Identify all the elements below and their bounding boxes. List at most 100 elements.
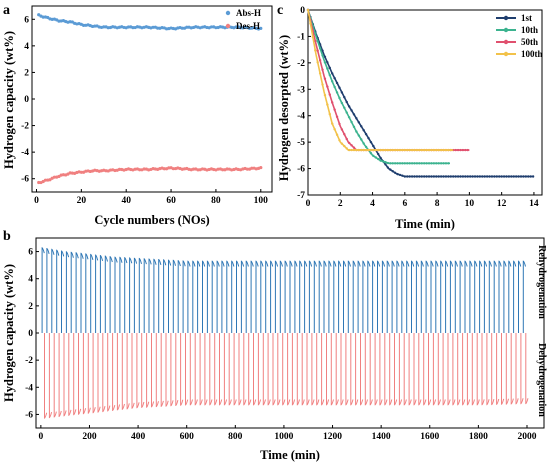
b-absorption-spike [362,260,366,333]
b-desorption-spike [209,333,213,406]
b-absorption-spike [372,260,376,333]
c-xtick-label: 12 [497,199,507,209]
b-absorption-spike [377,260,381,333]
b-absorption-spike [508,260,512,333]
a-point-abs [102,25,106,29]
c-point-50th [350,144,353,147]
b-absorption-spike [323,260,327,333]
c-point-10th [333,85,336,89]
c-point-1st [522,175,525,178]
c-point-100th [343,144,346,148]
b-desorption-spike [403,333,407,406]
legend-marker-50th [503,39,509,45]
b-desorption-spike [520,333,524,405]
b-absorption-spike [425,260,429,333]
c-point-1st [483,175,486,178]
a-ytick-label: -4 [21,148,29,158]
c-point-10th [396,162,399,165]
b-desorption-spike [53,333,57,418]
c-point-100th [420,148,423,152]
panel-a: a 0 20 40 60 80 100 -6 -4 -2 0 2 4 6 Abs-H Des-H Cyc… [2,3,273,227]
c-point-1st [396,172,399,176]
c-point-100th [406,148,409,152]
legend-label-50th: 50th [521,37,538,47]
b-desorption-spike [423,333,427,406]
b-xtick-label: 2000 [517,432,536,442]
b-absorption-spike [396,260,400,333]
b-absorption-spike [518,260,522,333]
c-point-50th [333,108,336,111]
b-desorption-spike [68,333,72,416]
b-absorption-spike [109,256,113,333]
c-point-1st [502,175,506,178]
b-desorption-spike [102,333,106,413]
a-point-des [79,170,83,174]
c-point-10th [335,91,339,94]
c-point-100th [418,148,421,152]
b-absorption-spike [313,260,317,333]
b-desorption-spike [335,333,339,406]
c-point-100th [345,147,348,150]
a-point-des [162,167,166,171]
c-xtick-label: 14 [529,199,539,209]
b-desorption-spike [340,333,344,406]
x-axis-title-b: Time (min) [260,448,320,462]
c-point-1st [495,175,499,178]
c-point-1st [456,175,460,178]
b-desorption-spike [326,333,330,406]
c-point-10th [386,161,390,165]
b-desorption-spike [432,333,437,406]
c-point-100th [369,148,373,152]
b-absorption-spike [46,247,50,333]
a-point-des [171,167,175,171]
c-point-1st [418,175,421,178]
b-absorption-spike [347,260,351,333]
c-point-100th [381,148,385,152]
c-point-10th [406,162,409,165]
b-desorption-spike [418,333,422,406]
c-series-line-100th [307,9,454,151]
c-point-10th [439,162,443,165]
c-point-10th [369,152,373,155]
b-absorption-spike [406,260,410,333]
a-point-abs [180,26,184,30]
c-point-1st [350,109,353,112]
c-point-100th [415,148,419,152]
legend-marker-100th [503,51,509,57]
c-xtick-label: 6 [402,199,407,209]
c-point-10th [314,32,317,35]
c-point-1st [507,175,511,178]
panel-c: c 0 2 4 6 8 10 12 14 0 -1 -2 -3 -4 -5 -6 -7 1st 10th 50… [277,3,543,231]
b-desorption-spike [442,333,446,406]
c-point-1st [478,175,482,178]
c-point-100th [413,148,416,152]
b-absorption-spike [328,260,332,333]
c-point-10th [326,67,329,70]
c-point-100th [314,49,317,52]
c-point-50th [328,93,331,96]
b-absorption-spike [401,260,405,333]
c-point-1st [481,175,484,178]
c-point-1st [439,175,443,178]
c-point-100th [437,148,440,152]
c-point-100th [449,148,453,152]
b-absorption-spike [381,260,386,333]
c-point-1st [459,175,462,178]
c-point-10th [418,162,421,165]
b-absorption-spike [250,260,254,333]
axis-ticks-a: 0 20 40 60 80 100 -6 -4 -2 0 2 4 6 [21,15,268,206]
b-desorption-spike [379,333,383,406]
c-point-1st [389,168,392,171]
b-desorption-spike [107,333,111,412]
b-desorption-spike [345,333,349,406]
c-point-10th [398,162,402,165]
c-ytick-label: -7 [297,191,305,201]
c-point-10th [321,54,324,57]
a-point-abs [259,26,263,31]
c-point-10th [340,101,344,105]
b-desorption-spike [253,333,257,406]
c-point-1st [347,105,351,108]
b-absorption-spike [488,260,492,333]
data-marks-a [37,13,263,185]
c-ytick-label: 0 [300,6,305,16]
